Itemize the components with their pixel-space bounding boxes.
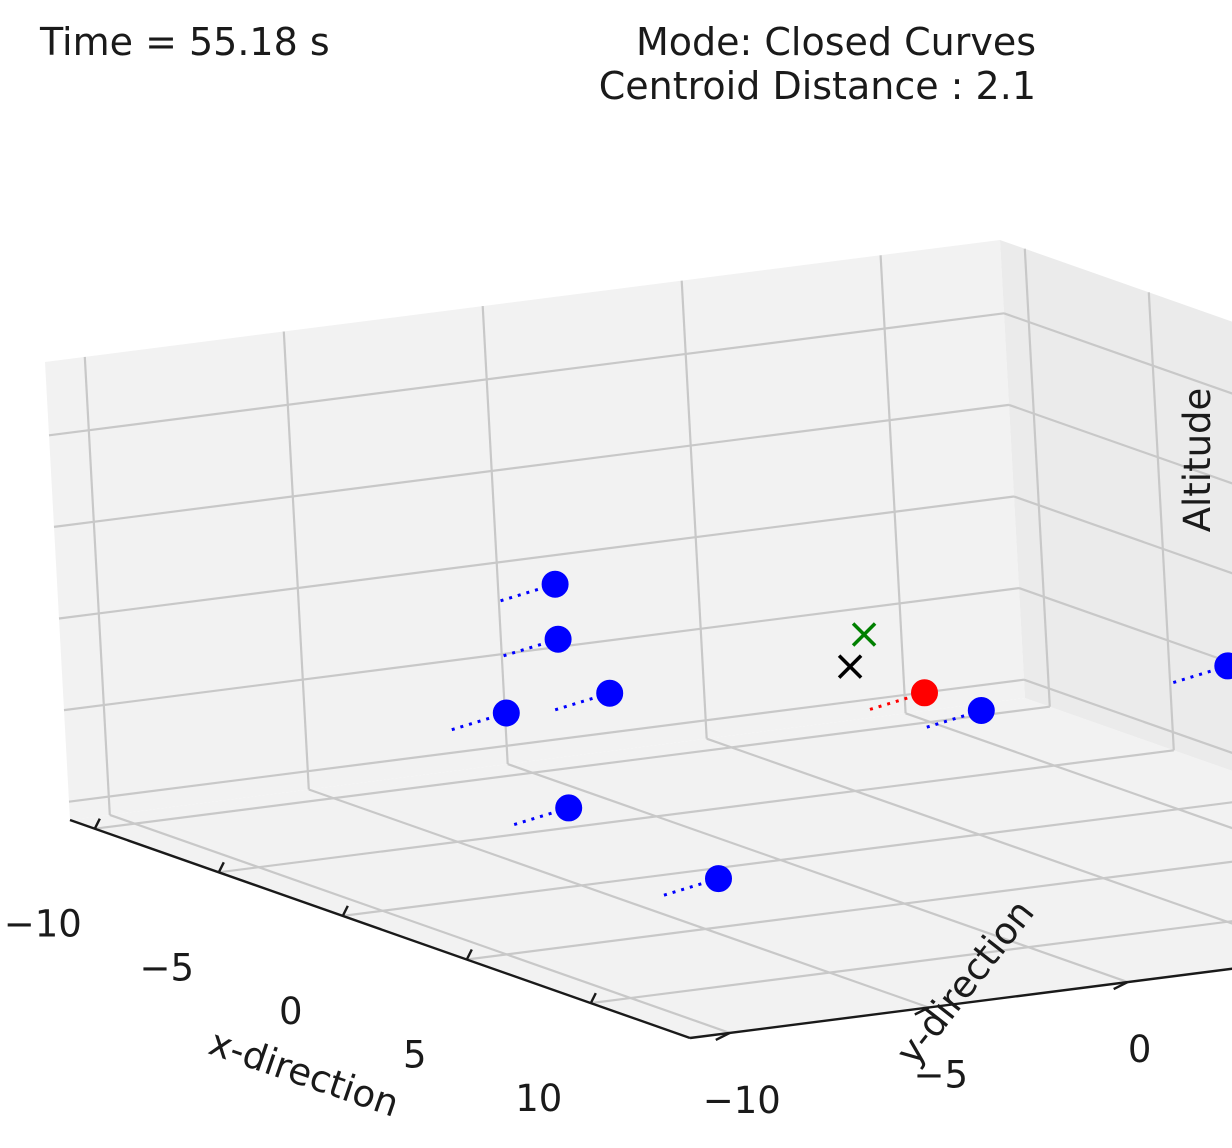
x-tick-label: 10 [515, 1077, 562, 1120]
grid-line-y-floor [905, 712, 1232, 830]
left-wall-pane [45, 240, 1025, 820]
agent-point [544, 625, 572, 653]
time-readout: Time = 55.18 s [40, 20, 330, 64]
grid-line-y-floor [308, 788, 930, 1009]
grid-line-y-floor [507, 763, 1129, 984]
z-axis-label: Altitude [1176, 388, 1219, 533]
x-tick-label: −5 [140, 946, 195, 989]
grid-line-z-back [1023, 678, 1232, 755]
y-tick [715, 1031, 731, 1041]
grid-line-y-wall [481, 306, 509, 765]
mode-info: Mode: Closed Curves Centroid Distance : … [599, 20, 1036, 108]
agent-point [967, 697, 995, 724]
grid-line-x-wall [1023, 248, 1051, 707]
x-axis-label: x-direction [204, 1021, 405, 1126]
grid-line-z-back [1008, 403, 1232, 485]
agent-point [541, 570, 569, 598]
y-tick-label: −10 [703, 1079, 781, 1122]
marker-stroke [851, 622, 877, 647]
x-tick [93, 818, 101, 830]
x-tick-label: 0 [279, 990, 303, 1033]
y-axis-line [689, 967, 1232, 1040]
grid-line-y-wall [879, 255, 907, 714]
grid-line-x-floor [590, 920, 1232, 1005]
grid-line-x-floor [94, 705, 1050, 830]
mode-label: Mode: Closed Curves [635, 20, 1036, 64]
y-tick-label: −5 [914, 1054, 969, 1097]
grid-line-z-left [48, 312, 1005, 437]
x-axis-line [69, 818, 691, 1040]
x-tick [465, 948, 473, 961]
centroid-distance-label: Centroid Distance : 2.1 [598, 64, 1036, 108]
agent-point [492, 699, 520, 727]
grid-lines [48, 248, 1232, 1034]
data-points [492, 570, 1232, 893]
marker-stroke [837, 654, 863, 679]
grid-line-x-floor [466, 860, 1232, 961]
axis-lines [69, 818, 1232, 1040]
grid-line-y-floor [109, 813, 731, 1034]
y-tick [914, 1006, 930, 1016]
x-tick [589, 992, 597, 1004]
floor-pane [70, 698, 1232, 1038]
x-tick-label: 5 [403, 1034, 427, 1077]
grid-line-z-left [53, 403, 1010, 528]
current-centroid-marker [837, 654, 863, 679]
grid-line-y-wall [83, 356, 111, 815]
agent-point [555, 794, 583, 822]
grid-line-z-back [1018, 587, 1232, 665]
grid-line-x-floor [218, 749, 1174, 874]
leader-point [911, 679, 938, 707]
target-centroid-marker [851, 622, 877, 647]
x-tick-label: −10 [4, 903, 82, 946]
grid-line-z-back [1003, 312, 1232, 395]
agent-point [1214, 652, 1232, 680]
grid-line-z-left [68, 678, 1025, 803]
grid-line-y-floor [706, 737, 1232, 925]
agent-point [596, 679, 624, 707]
tick-marks [93, 818, 1129, 1041]
grid-line-z-left [63, 587, 1020, 712]
x-tick [341, 905, 349, 917]
grid-line-x-wall [1147, 292, 1175, 751]
x-tick [217, 861, 225, 873]
grid-line-x-floor [342, 801, 1232, 917]
grid-line-y-wall [282, 331, 310, 790]
grid-line-z-left [58, 495, 1015, 620]
grid-line-y-wall [680, 280, 708, 739]
agent-point [705, 865, 732, 893]
grid-line-z-back [1013, 495, 1232, 575]
y-tick [1113, 981, 1129, 991]
y-tick-label: 0 [1128, 1028, 1152, 1071]
